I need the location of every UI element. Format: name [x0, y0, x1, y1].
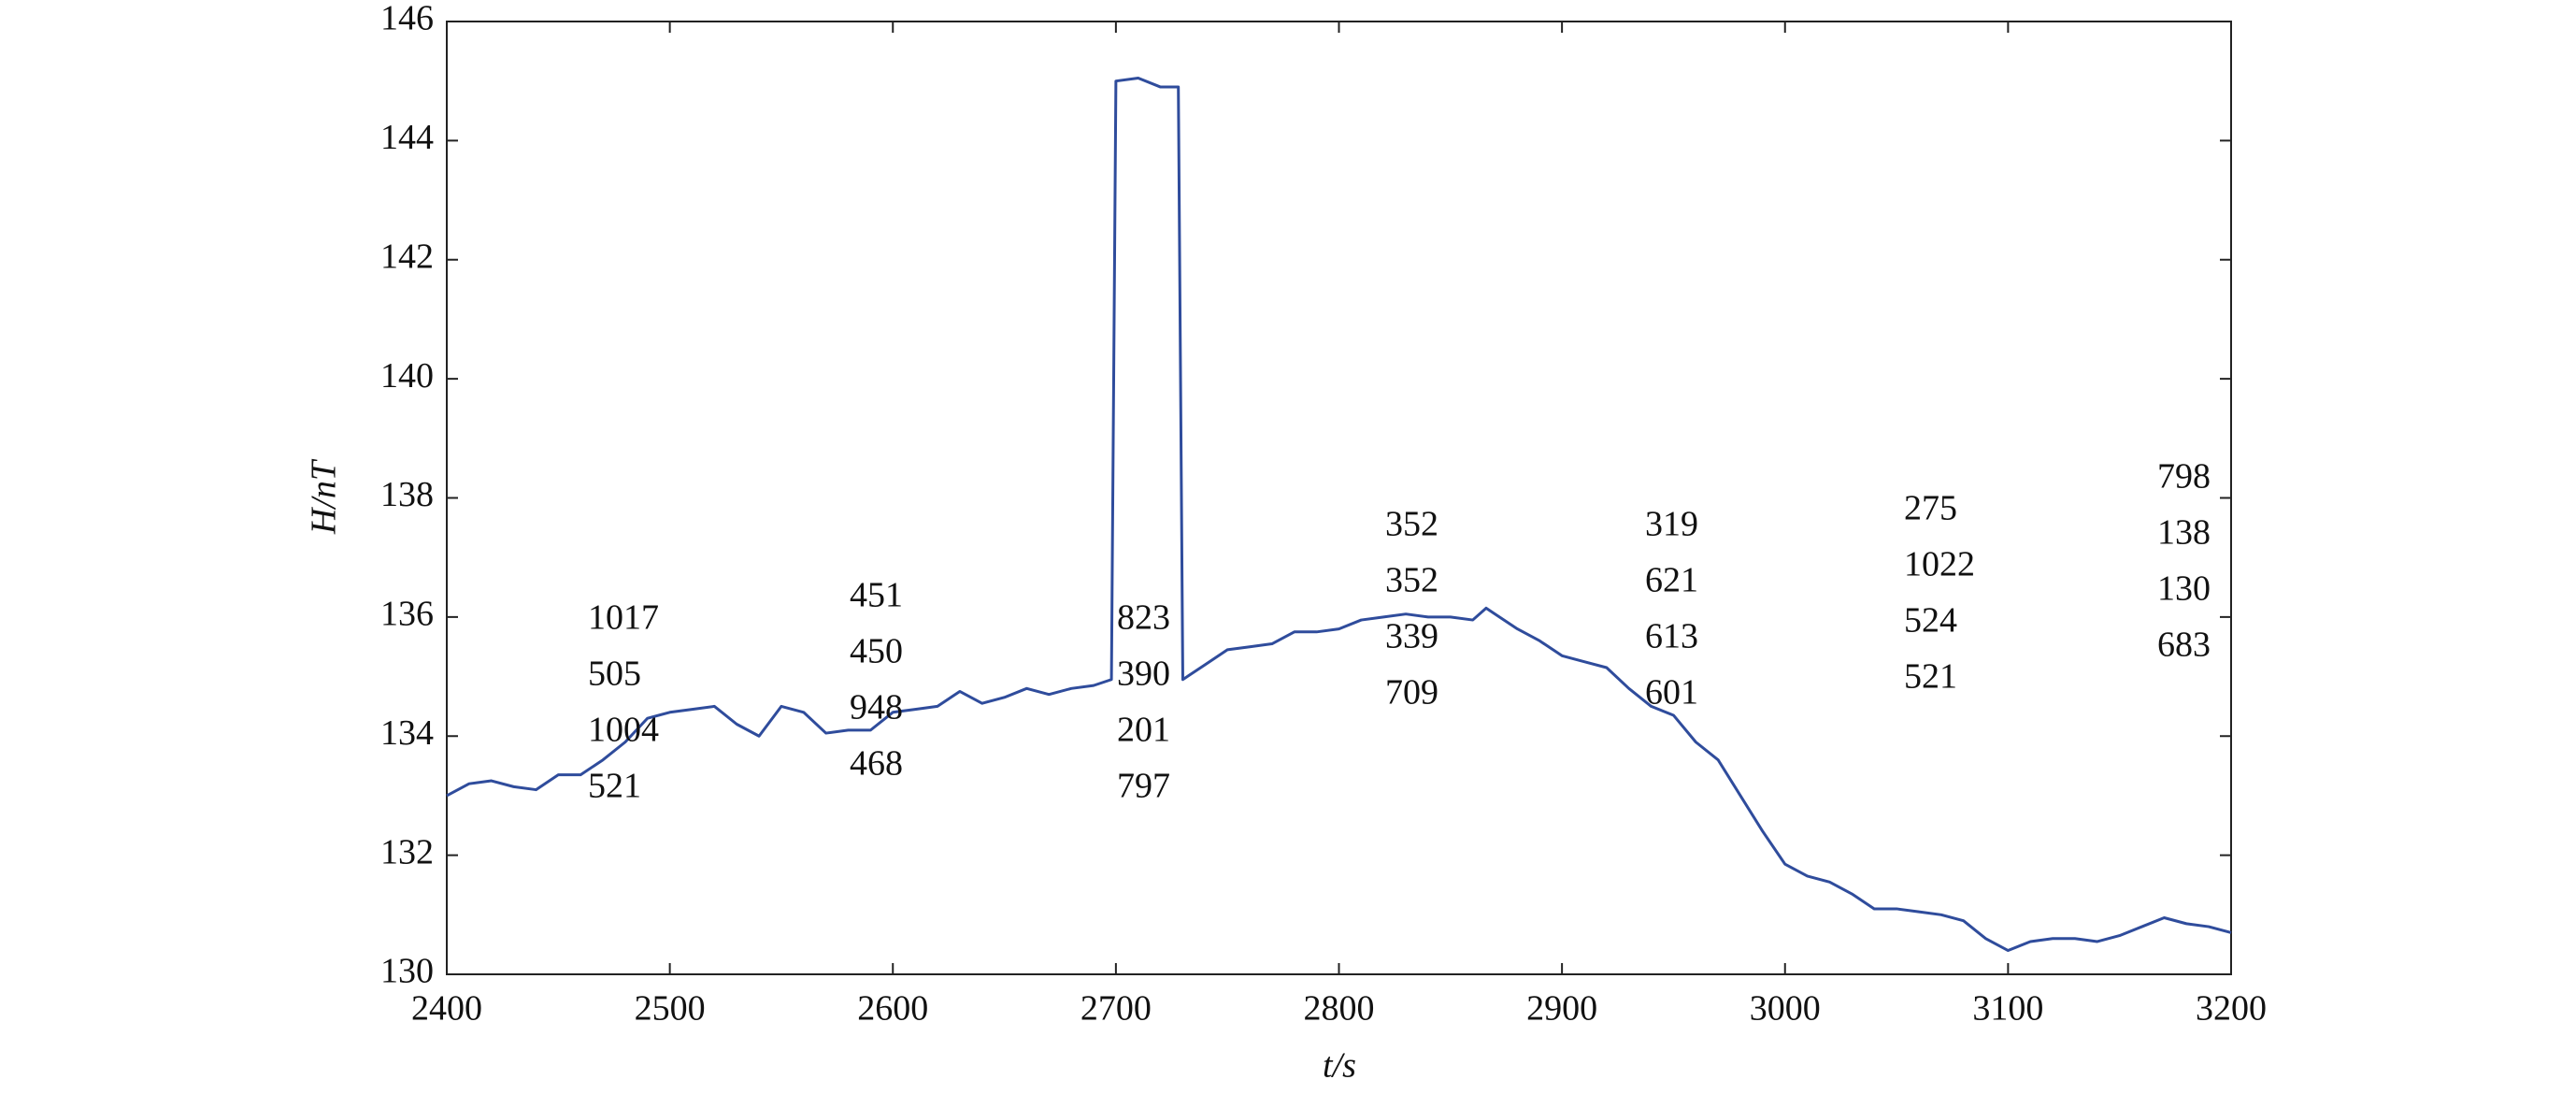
- annotation: 621: [1645, 561, 1698, 600]
- annotation: 390: [1117, 655, 1170, 694]
- annotation: 613: [1645, 617, 1698, 656]
- x-axis-label: t/s: [1323, 1046, 1356, 1086]
- annotation: 709: [1385, 673, 1438, 713]
- annotation: 524: [1904, 601, 1957, 641]
- annotation: 201: [1117, 711, 1170, 750]
- annotation: 130: [2157, 569, 2211, 609]
- y-tick-label: 140: [380, 356, 434, 396]
- annotation: 352: [1385, 505, 1438, 544]
- annotation: 451: [850, 576, 903, 615]
- annotation: 823: [1117, 598, 1170, 638]
- x-tick-label: 2600: [857, 989, 928, 1029]
- annotation: 521: [1904, 657, 1957, 697]
- x-tick-label: 2500: [635, 989, 706, 1029]
- annotation: 601: [1645, 673, 1698, 713]
- x-tick-label: 2700: [1080, 989, 1152, 1029]
- y-tick-label: 134: [380, 713, 434, 753]
- x-tick-label: 2800: [1304, 989, 1375, 1029]
- y-tick-label: 146: [380, 0, 434, 38]
- annotation: 797: [1117, 767, 1170, 806]
- annotation: 468: [850, 744, 903, 784]
- y-tick-label: 142: [380, 237, 434, 276]
- y-tick-label: 136: [380, 595, 434, 634]
- x-tick-label: 3200: [2196, 989, 2267, 1029]
- annotation: 505: [588, 655, 641, 694]
- annotation: 521: [588, 767, 641, 806]
- data-line: [446, 77, 2232, 953]
- y-tick-label: 144: [380, 118, 434, 157]
- annotation: 138: [2157, 513, 2211, 553]
- annotation: 275: [1904, 489, 1957, 528]
- annotation: 450: [850, 632, 903, 671]
- y-tick-label: 138: [380, 475, 434, 514]
- y-tick-label: 132: [380, 832, 434, 871]
- x-tick-label: 2400: [411, 989, 482, 1029]
- annotation: 319: [1645, 505, 1698, 544]
- annotation: 1004: [588, 711, 659, 750]
- x-tick-label: 3100: [1972, 989, 2043, 1029]
- annotation: 352: [1385, 561, 1438, 600]
- x-tick-label: 2900: [1526, 989, 1597, 1029]
- x-tick-label: 3000: [1750, 989, 1821, 1029]
- annotation: 683: [2157, 626, 2211, 665]
- annotation: 1017: [588, 598, 659, 638]
- plot-frame: [446, 21, 2232, 975]
- y-tick-label: 130: [380, 952, 434, 991]
- annotation: 339: [1385, 617, 1438, 656]
- annotation: 948: [850, 688, 903, 727]
- annotation: 1022: [1904, 545, 1975, 584]
- annotation: 798: [2157, 457, 2211, 497]
- y-axis-label: H/nT: [305, 458, 344, 535]
